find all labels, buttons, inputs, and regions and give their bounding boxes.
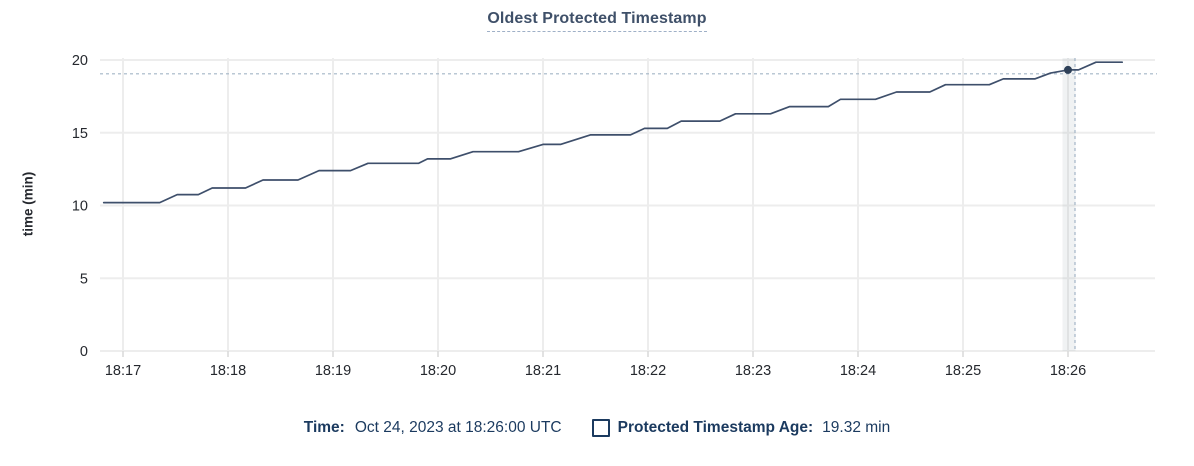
- legend-time-value: Oct 24, 2023 at 18:26:00 UTC: [354, 419, 562, 436]
- chart-title[interactable]: Oldest Protected Timestamp: [487, 10, 707, 32]
- hover-column-band: [1062, 58, 1076, 351]
- series-toggle-checkbox-icon[interactable]: [591, 419, 610, 437]
- x-tick-label: 18:20: [420, 363, 456, 379]
- legend-series-label: Protected Timestamp Age:: [617, 419, 814, 436]
- legend-time-label: Time:: [303, 419, 345, 436]
- x-tick-label: 18:18: [210, 363, 246, 379]
- x-tick-label: 18:26: [1050, 363, 1086, 379]
- highlight-dot: [1064, 65, 1072, 74]
- y-tick-label: 10: [72, 199, 88, 215]
- chart-legend: Time: Oct 24, 2023 at 18:26:00 UTC Prote…: [0, 419, 1194, 437]
- x-tick-label: 18:24: [840, 363, 876, 379]
- y-tick-label: 0: [80, 344, 88, 360]
- x-tick-label: 18:19: [315, 363, 351, 379]
- y-tick-label: 15: [72, 126, 88, 142]
- x-tick-label: 18:17: [105, 363, 141, 379]
- y-tick-label: 20: [72, 53, 88, 69]
- x-tick-label: 18:25: [945, 363, 981, 379]
- series-line-protected-timestamp-age: [102, 61, 1124, 204]
- x-tick-label: 18:21: [525, 363, 561, 379]
- chart-title-row: Oldest Protected Timestamp: [0, 10, 1194, 32]
- x-tick-label: 18:22: [630, 363, 666, 379]
- y-tick-label: 5: [80, 271, 88, 287]
- legend-series-value: 19.32 min: [822, 419, 891, 436]
- chart-plot-area[interactable]: [100, 58, 1155, 351]
- timeseries-chart: 0 5 10 15 20 18:17 18:18 18:19 18:20 18:21 18:22 18…: [72, 53, 1157, 379]
- x-tick-label: 18:23: [735, 363, 771, 379]
